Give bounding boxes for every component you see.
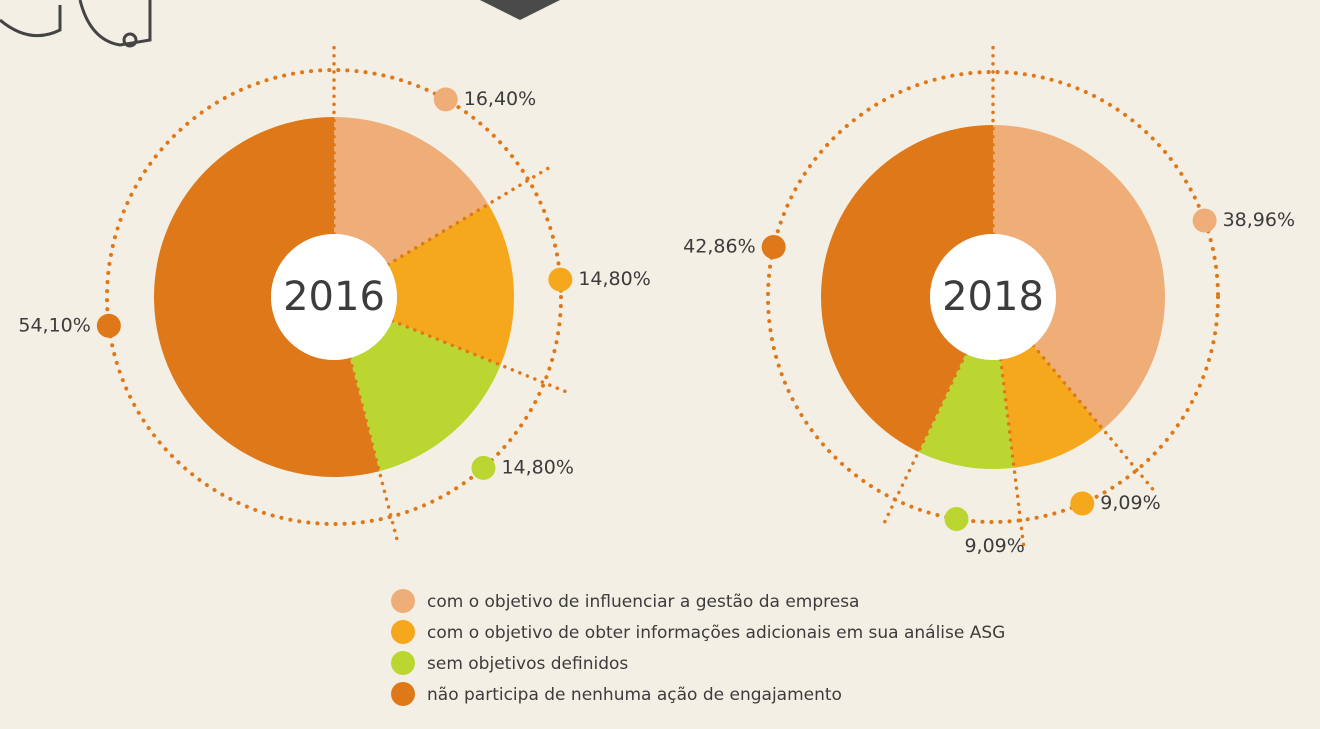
donut-hole (271, 234, 397, 360)
label-dot (944, 507, 969, 532)
label-dot (548, 267, 573, 292)
dotted-divider (386, 162, 556, 267)
legend-label: com o objetivo de influenciar a gestão d… (427, 592, 859, 612)
donut-slice (349, 320, 501, 472)
donut-slice (154, 117, 380, 477)
donut-slice (918, 353, 1015, 469)
decoration (480, 0, 560, 20)
value-label: 14,80% (501, 456, 573, 478)
donut-slice (993, 125, 1165, 430)
label-dot (761, 234, 786, 259)
decoration (0, 0, 152, 48)
dotted-divider (348, 356, 401, 548)
legend-label: com o objetivo de obter informações adic… (427, 623, 1005, 643)
center-year: 2018 (942, 274, 1044, 320)
donut-slice (387, 204, 515, 366)
value-label: 16,40% (464, 88, 536, 110)
dotted-divider (998, 357, 1026, 552)
dotted-ring (766, 70, 1220, 524)
donut-slice (820, 125, 993, 452)
value-label: 38,96% (1223, 209, 1295, 231)
label-dot (433, 87, 458, 112)
donut-slice (1000, 345, 1103, 468)
value-label: 54,10% (18, 314, 90, 336)
label-dot (471, 455, 496, 480)
center-year: 2016 (283, 274, 385, 320)
label-dot (1192, 208, 1217, 233)
value-label: 9,09% (964, 535, 1024, 557)
value-label: 14,80% (578, 268, 650, 290)
donut-hole (930, 234, 1056, 360)
label-dot (1070, 491, 1095, 516)
legend-swatch (391, 620, 415, 644)
dotted-divider (880, 352, 968, 529)
donut-slice (334, 117, 489, 265)
dotted-ring (105, 68, 563, 526)
value-label: 9,09% (1100, 492, 1160, 514)
legend-swatch (391, 589, 415, 613)
dotted-divider (390, 319, 574, 396)
legend-label: não participa de nenhuma ação de engajam… (427, 685, 842, 705)
label-dot (96, 313, 121, 338)
legend-swatch (391, 682, 415, 706)
legend-label: sem objetivos definidos (427, 654, 628, 674)
dotted-divider (1031, 343, 1158, 495)
value-label: 42,86% (683, 235, 755, 257)
legend-swatch (391, 651, 415, 675)
